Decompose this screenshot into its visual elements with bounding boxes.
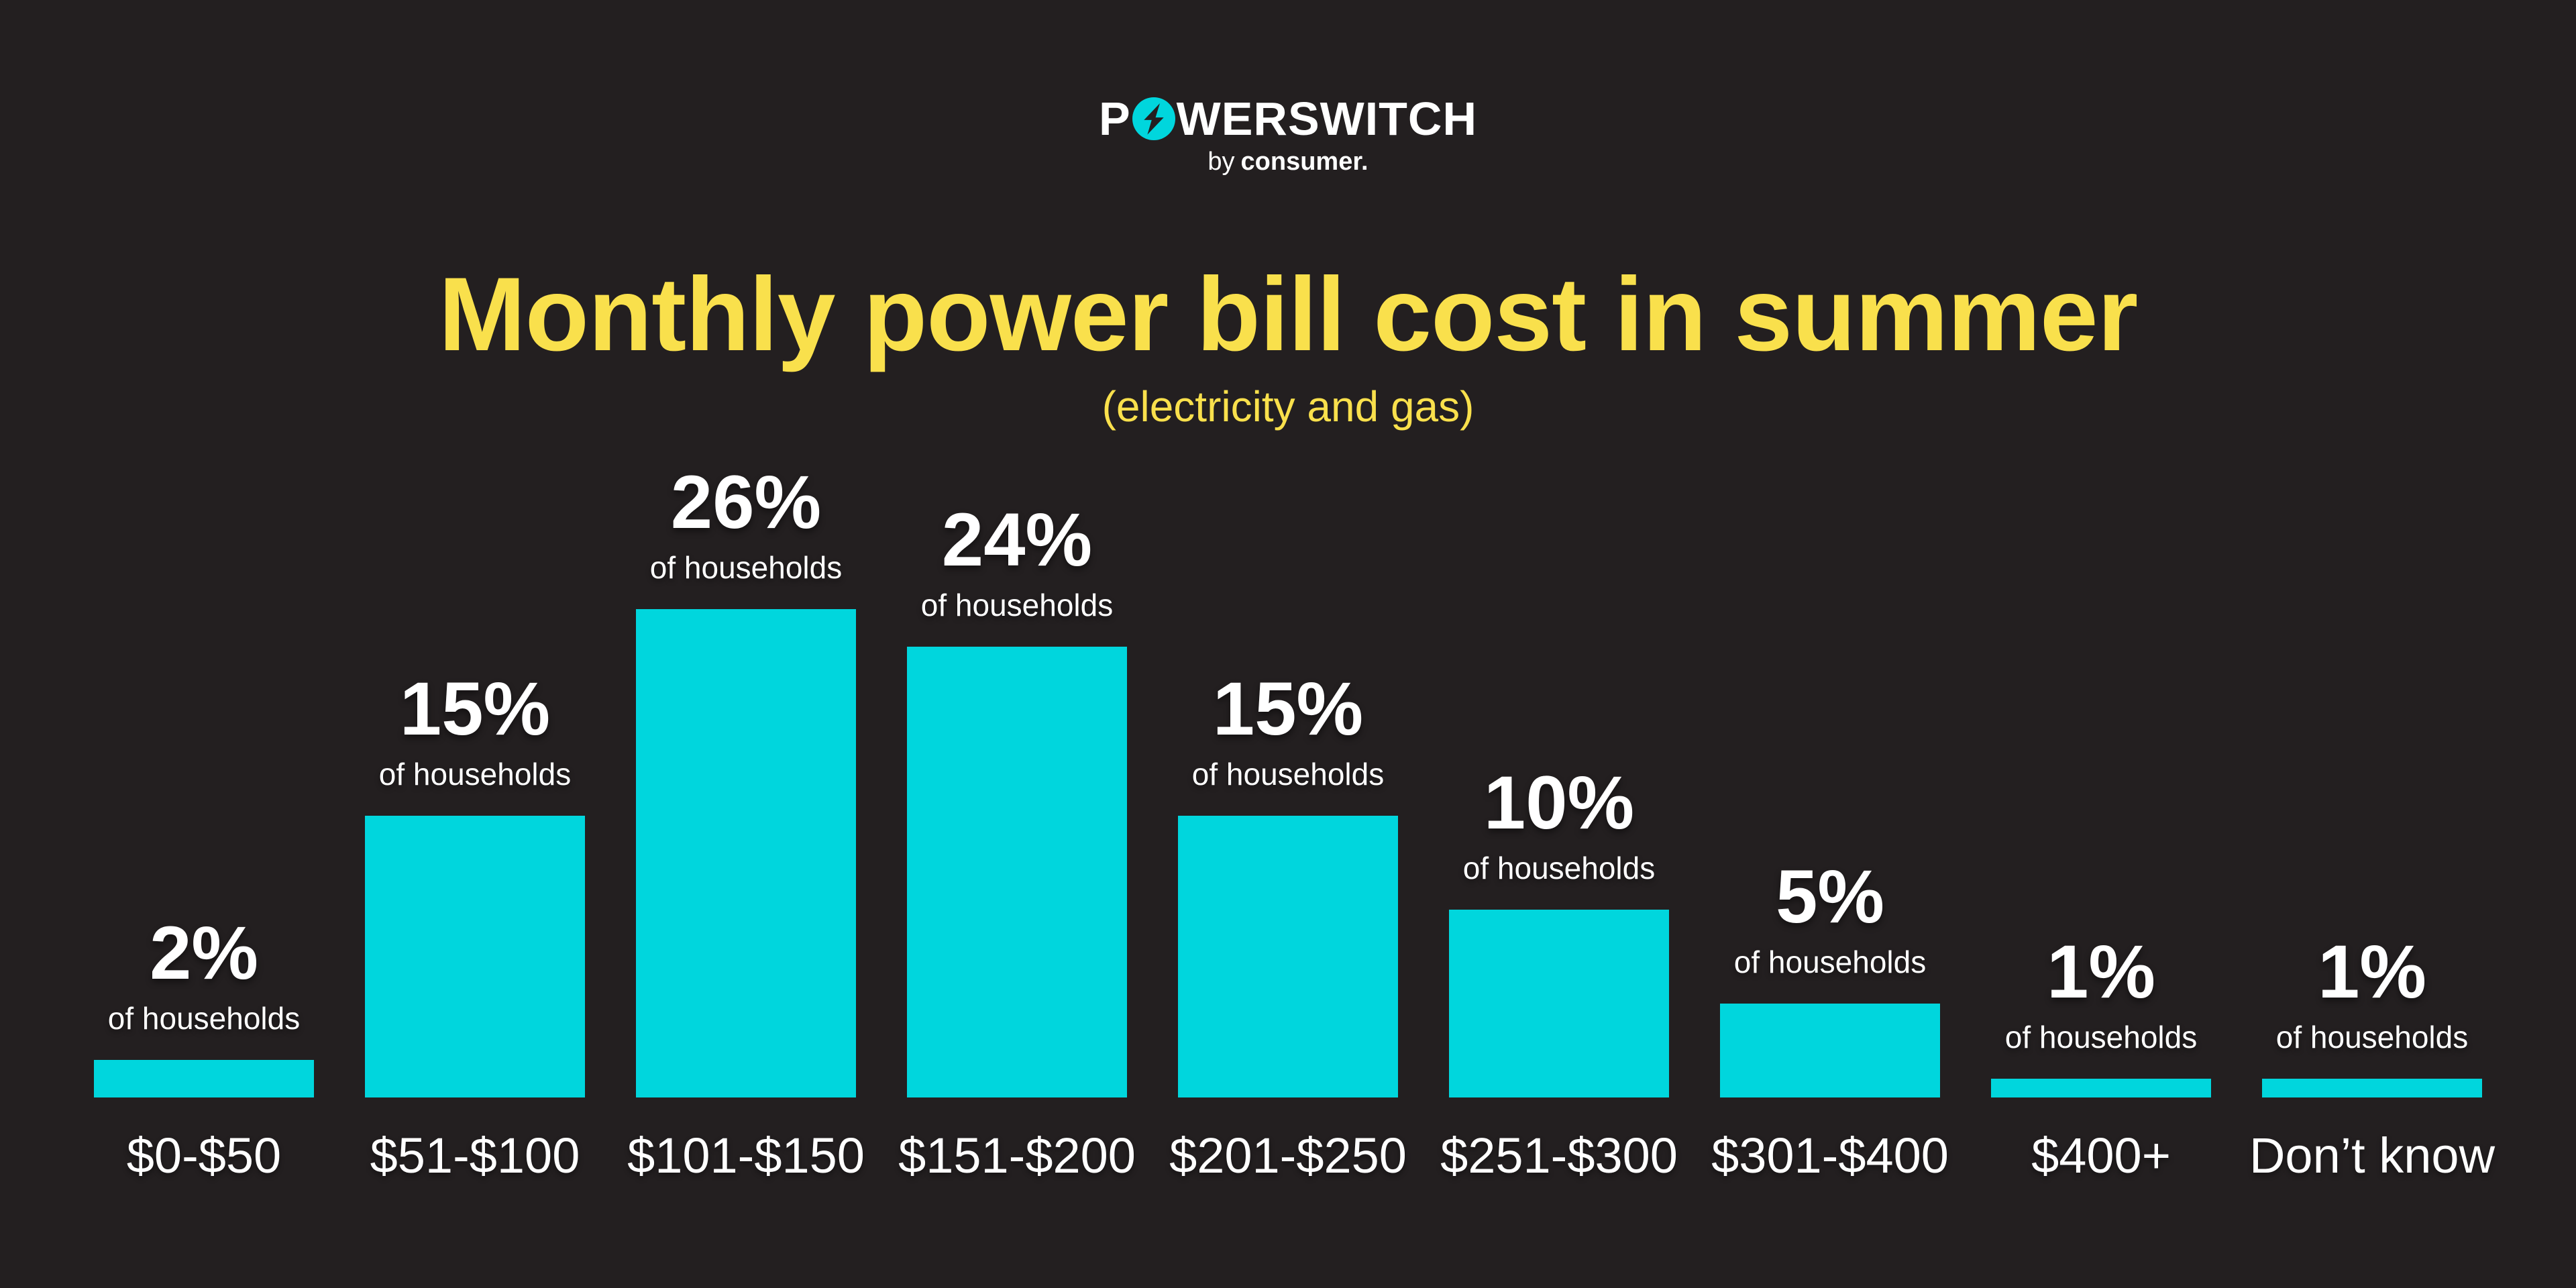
bar-column: 1% of households Don’t know xyxy=(2249,930,2495,1182)
bar-value-label: 2% xyxy=(150,911,258,996)
bar-value-sublabel: of households xyxy=(1733,945,1927,980)
bar-value-sublabel: of households xyxy=(1191,757,1385,792)
bar-value-sublabel: of households xyxy=(649,550,843,586)
bar-value-sublabel: of households xyxy=(2004,1020,2198,1055)
logo-byline: by consumer. xyxy=(0,149,2576,174)
bar-column: 5% of households $301-$400 xyxy=(1711,855,1949,1182)
category-label: $151-$200 xyxy=(898,1128,1136,1183)
bar-value-sublabel: of households xyxy=(378,757,572,792)
bar-value-label: 1% xyxy=(2047,930,2155,1014)
bar-value-sublabel: of households xyxy=(920,588,1114,623)
bar xyxy=(907,647,1127,1097)
bar xyxy=(1449,910,1669,1097)
category-label: $0-$50 xyxy=(126,1128,282,1183)
category-label: $301-$400 xyxy=(1711,1128,1949,1183)
bar xyxy=(1178,816,1398,1097)
bar xyxy=(636,609,856,1097)
bar-value-label: 1% xyxy=(2318,930,2426,1014)
category-label: Don’t know xyxy=(2249,1128,2496,1183)
bar-column: 10% of households $251-$300 xyxy=(1440,761,1678,1182)
bar-column: 15% of households $51-$100 xyxy=(365,672,585,1182)
bar-value-label: 5% xyxy=(1776,855,1884,939)
bar xyxy=(365,816,585,1097)
bar-value-label: 15% xyxy=(399,667,551,751)
bar-column: 1% of households $400+ xyxy=(1991,934,2211,1182)
category-label: $201-$250 xyxy=(1169,1128,1407,1183)
bar-column: 24% of households $151-$200 xyxy=(898,498,1136,1182)
category-label: $51-$100 xyxy=(370,1128,580,1183)
header: P WERSWITCH by consumer. Monthly power bi… xyxy=(0,0,2576,428)
bar-column: 15% of households $201-$250 xyxy=(1169,667,1407,1182)
bar-value-sublabel: of households xyxy=(107,1001,301,1036)
chart-title: Monthly power bill cost in summer xyxy=(438,256,2139,373)
logo-wordmark: P WERSWITCH xyxy=(1099,95,1477,142)
bar xyxy=(2262,1079,2482,1097)
category-label: $101-$150 xyxy=(627,1128,865,1183)
bar xyxy=(1991,1079,2211,1097)
logo-text-suffix: WERSWITCH xyxy=(1176,93,1478,145)
byline-by: by xyxy=(1208,148,1235,176)
bar-column: 26% of households $101-$150 xyxy=(627,460,865,1182)
chart-subtitle: (electricity and gas) xyxy=(1102,382,1474,431)
bar-value-label: 15% xyxy=(1212,667,1364,751)
bar-value-label: 26% xyxy=(670,460,822,545)
category-label: $400+ xyxy=(2031,1128,2171,1183)
powerswitch-logo: P WERSWITCH by consumer. xyxy=(0,95,2576,174)
bar xyxy=(1720,1004,1940,1097)
bar-value-sublabel: of households xyxy=(1462,851,1656,886)
bar-value-sublabel: of households xyxy=(2275,1020,2469,1055)
category-label: $251-$300 xyxy=(1440,1128,1678,1183)
bar-value-label: 24% xyxy=(941,498,1093,582)
logo-text-prefix: P xyxy=(1098,93,1131,145)
bar-value-label: 10% xyxy=(1483,761,1635,845)
bar-chart: 2% of households $0-$50 15% of households $51… xyxy=(94,460,2495,1182)
bar xyxy=(94,1060,314,1097)
byline-brand: consumer. xyxy=(1240,148,1368,176)
power-bolt-icon xyxy=(1132,97,1175,140)
bar-column: 2% of households $0-$50 xyxy=(94,916,314,1182)
